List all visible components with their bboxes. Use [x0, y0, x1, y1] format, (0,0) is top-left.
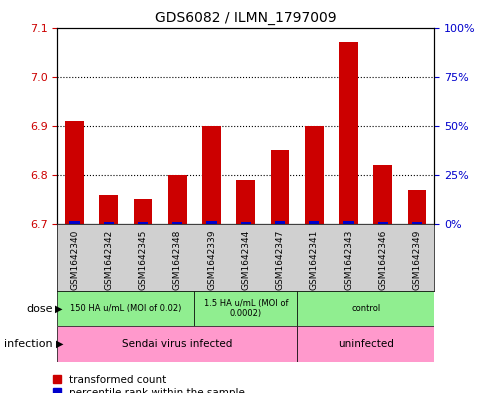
Text: GSM1642342: GSM1642342 [104, 230, 113, 290]
Bar [297, 291, 434, 326]
Text: infection: infection [4, 339, 52, 349]
Title: GDS6082 / ILMN_1797009: GDS6082 / ILMN_1797009 [155, 11, 336, 25]
Bar [99, 195, 118, 224]
Text: GSM1642339: GSM1642339 [207, 230, 216, 290]
Text: GSM1642346: GSM1642346 [378, 230, 387, 290]
Bar [339, 42, 358, 224]
Bar [138, 222, 148, 226]
Bar [412, 222, 422, 226]
Bar [309, 221, 319, 225]
Bar [172, 222, 183, 226]
Text: GSM1642347: GSM1642347 [275, 230, 284, 290]
Bar [202, 126, 221, 224]
Bar [408, 190, 427, 224]
Bar [378, 222, 388, 226]
Text: 150 HA u/mL (MOI of 0.02): 150 HA u/mL (MOI of 0.02) [70, 304, 182, 313]
Text: GSM1642341: GSM1642341 [310, 230, 319, 290]
Text: Sendai virus infected: Sendai virus infected [122, 339, 233, 349]
Legend: transformed count, percentile rank within the sample: transformed count, percentile rank withi… [52, 375, 245, 393]
Bar [65, 121, 84, 224]
Text: ▶: ▶ [56, 339, 64, 349]
Text: control: control [351, 304, 380, 313]
Text: GSM1642348: GSM1642348 [173, 230, 182, 290]
Bar [57, 326, 297, 362]
Text: dose: dose [26, 303, 52, 314]
Text: GSM1642343: GSM1642343 [344, 230, 353, 290]
Text: GSM1642340: GSM1642340 [70, 230, 79, 290]
Text: GSM1642344: GSM1642344 [241, 230, 250, 290]
Bar [195, 291, 297, 326]
Bar [270, 150, 289, 224]
Bar [168, 175, 187, 224]
Bar [275, 222, 285, 226]
Text: uninfected: uninfected [338, 339, 394, 349]
Text: GSM1642349: GSM1642349 [413, 230, 422, 290]
Bar [206, 221, 217, 225]
Text: 1.5 HA u/mL (MOI of
0.0002): 1.5 HA u/mL (MOI of 0.0002) [204, 299, 288, 318]
Bar [343, 221, 354, 225]
Bar [104, 222, 114, 226]
Text: ▶: ▶ [55, 303, 62, 314]
Bar [305, 126, 324, 224]
Bar [57, 291, 195, 326]
Bar [69, 221, 80, 225]
Text: GSM1642345: GSM1642345 [139, 230, 148, 290]
Bar [297, 326, 434, 362]
Bar [134, 199, 152, 224]
Bar [237, 180, 255, 224]
Bar [373, 165, 392, 224]
Bar [241, 222, 251, 226]
